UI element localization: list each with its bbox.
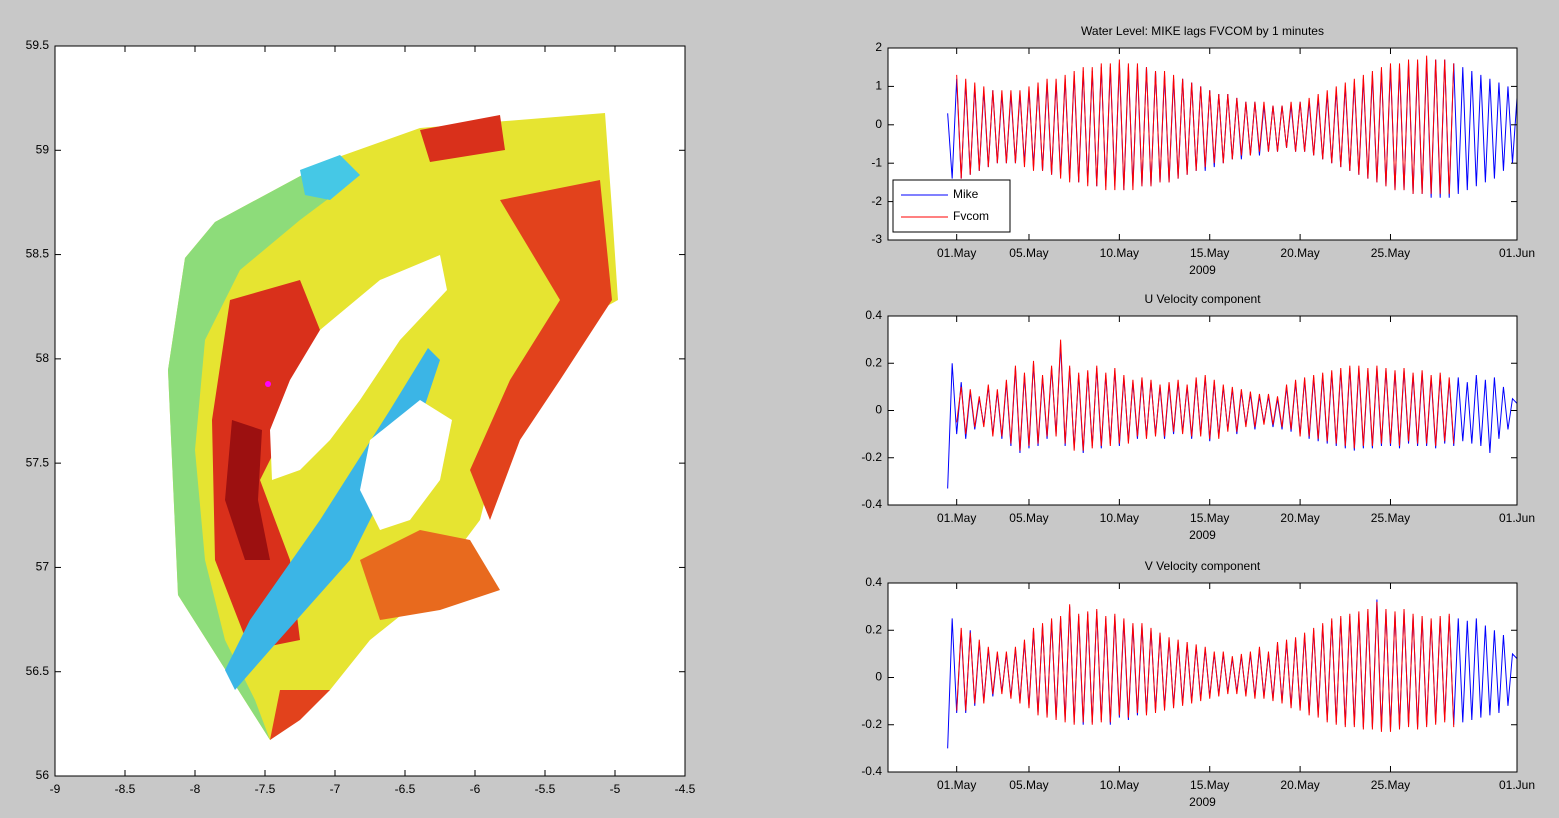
y-tick-label: 58: [36, 351, 50, 365]
x-tick-label: 01.Jun: [1499, 246, 1535, 260]
series-line: [956, 601, 1455, 732]
x-tick-label: -6.5: [395, 782, 416, 796]
y-tick-label: 0.4: [865, 575, 882, 589]
x-tick-label: -7.5: [255, 782, 276, 796]
map-patch: [470, 180, 612, 520]
x-tick-label: 05.May: [1009, 511, 1048, 525]
x-tick-label: 10.May: [1100, 511, 1139, 525]
x-tick-label: 10.May: [1100, 246, 1139, 260]
map-shelf: [168, 160, 360, 740]
y-tick-label: 0.2: [865, 355, 882, 369]
axes-box: [887, 47, 1518, 241]
x-tick-label: 20.May: [1280, 511, 1319, 525]
y-tick-label: -0.4: [861, 764, 882, 778]
x-tick-label: -4.5: [675, 782, 696, 796]
y-tick-label: 59.5: [26, 38, 50, 52]
y-tick-label: 0.2: [865, 622, 882, 636]
x-tick-label: -6: [470, 782, 481, 796]
map-marker: [265, 381, 271, 387]
x-tick-label: 01.May: [937, 778, 976, 792]
y-tick-label: 1: [875, 79, 882, 93]
y-tick-label: 56.5: [26, 664, 50, 678]
map-land: [360, 400, 452, 530]
y-tick-label: 57.5: [26, 455, 50, 469]
x-tick-label: -8: [190, 782, 201, 796]
map-patch: [212, 280, 320, 650]
x-tick-label: 01.May: [937, 246, 976, 260]
x-tick-label: 25.May: [1371, 778, 1410, 792]
x-tick-label: 05.May: [1009, 246, 1048, 260]
y-tick-label: 0: [875, 117, 882, 131]
x-tick-label: 15.May: [1190, 511, 1229, 525]
legend-box: [892, 179, 1011, 233]
x-axis-label: 2009: [1189, 528, 1216, 542]
y-tick-label: 2: [875, 40, 882, 54]
y-tick-label: -2: [871, 194, 882, 208]
axes-box: [54, 45, 686, 777]
map-patch: [360, 530, 500, 620]
x-tick-label: 05.May: [1009, 778, 1048, 792]
map-patch: [225, 420, 270, 560]
x-tick-label: 01.May: [937, 511, 976, 525]
y-tick-label: 0: [875, 670, 882, 684]
map-patch: [300, 155, 360, 200]
legend-label: Mike: [953, 187, 979, 201]
x-tick-label: -5.5: [535, 782, 556, 796]
y-tick-label: 58.5: [26, 247, 50, 261]
map-land: [270, 255, 447, 480]
y-tick-label: 0: [875, 403, 882, 417]
y-tick-label: -0.4: [861, 497, 882, 511]
chart-title: V Velocity component: [1145, 559, 1261, 573]
x-tick-label: 25.May: [1371, 246, 1410, 260]
y-tick-label: 56: [36, 768, 50, 782]
axes-foreground: -9 -8.5 -8 -7.5 -7 -6.5 -6 -5.5 -5 -4.5 56 56.5 57 57…: [26, 24, 1535, 809]
x-tick-label: 25.May: [1371, 511, 1410, 525]
map-patch: [420, 115, 505, 162]
y-tick-label: -3: [871, 232, 882, 246]
x-tick-label: 20.May: [1280, 778, 1319, 792]
x-tick-label: 20.May: [1280, 246, 1319, 260]
chart-title: U Velocity component: [1144, 292, 1261, 306]
x-axis-label: 2009: [1189, 263, 1216, 277]
y-tick-label: 57: [36, 560, 50, 574]
series-line: [956, 55, 1455, 194]
y-tick-label: 0.4: [865, 308, 882, 322]
x-axis-label: 2009: [1189, 795, 1216, 809]
map-patch: [270, 690, 330, 740]
x-tick-label: 15.May: [1190, 778, 1229, 792]
x-tick-label: -9: [50, 782, 61, 796]
y-tick-label: -0.2: [861, 717, 882, 731]
y-tick-label: -0.2: [861, 450, 882, 464]
y-tick-label: 59: [36, 142, 50, 156]
y-tick-label: -1: [871, 155, 882, 169]
x-tick-label: 01.Jun: [1499, 778, 1535, 792]
series-line: [956, 339, 1455, 451]
x-tick-label: 01.Jun: [1499, 511, 1535, 525]
x-tick-label: -8.5: [115, 782, 136, 796]
x-tick-label: -7: [330, 782, 341, 796]
chart-title: Water Level: MIKE lags FVCOM by 1 minute…: [1081, 24, 1324, 38]
map-field: [168, 113, 618, 740]
x-tick-label: -5: [610, 782, 621, 796]
legend-label: Fvcom: [953, 209, 989, 223]
x-tick-label: 15.May: [1190, 246, 1229, 260]
x-tick-label: 10.May: [1100, 778, 1139, 792]
